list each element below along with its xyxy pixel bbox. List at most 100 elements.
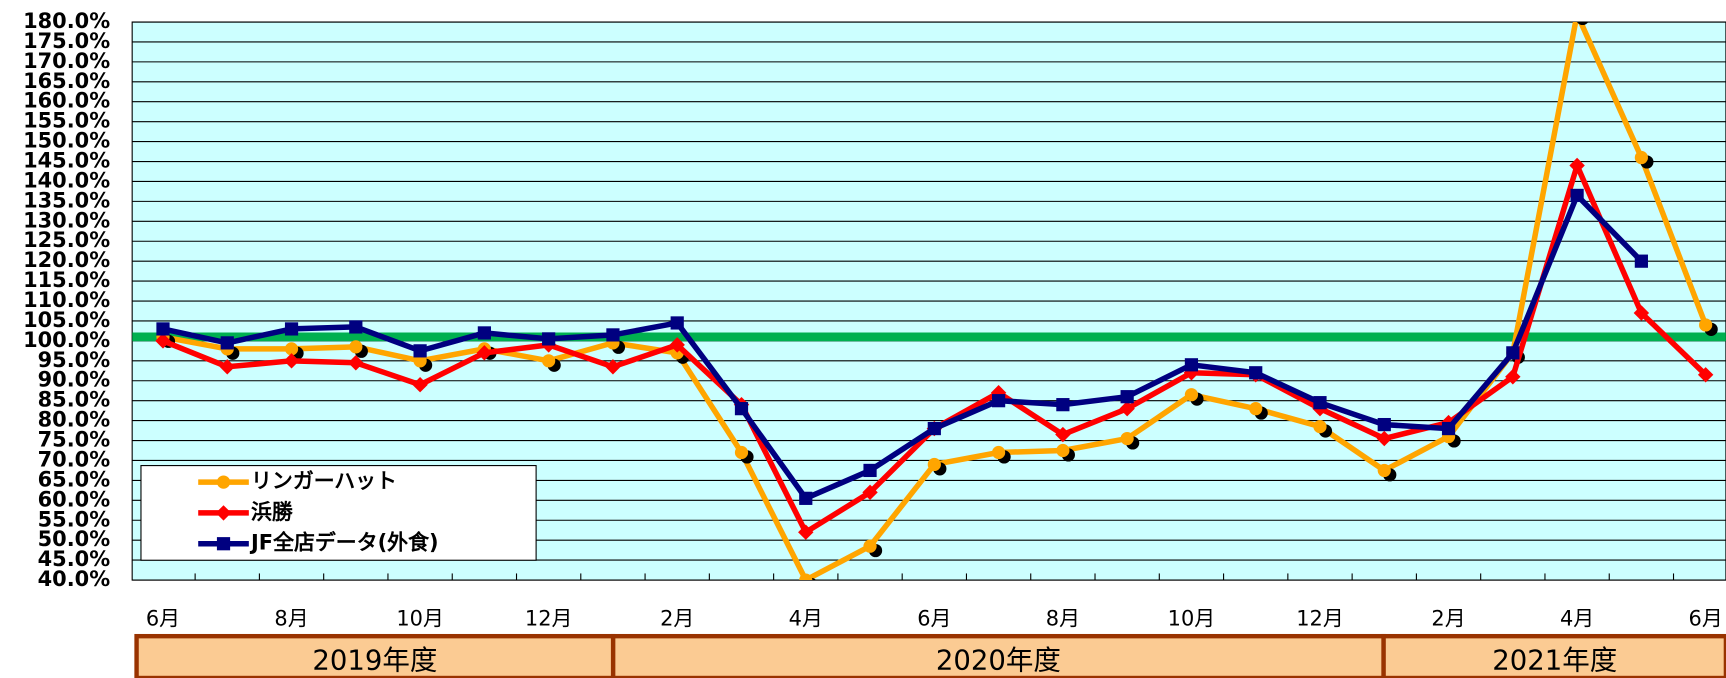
data-point — [798, 524, 814, 540]
data-point — [220, 336, 234, 350]
y-tick-label: 115.0% — [23, 268, 110, 292]
x-tick-label: 6月 — [1689, 607, 1723, 631]
fiscal-year-label: 2021年度 — [1492, 644, 1617, 676]
data-point — [542, 354, 556, 368]
data-point — [1184, 388, 1199, 402]
data-point — [284, 322, 299, 336]
data-point — [734, 445, 749, 460]
data-point — [1505, 369, 1521, 385]
y-tick-label: 90.0% — [38, 368, 111, 392]
data-point — [349, 320, 363, 334]
data-point — [1249, 366, 1263, 380]
data-point — [1377, 417, 1391, 432]
x-tick-label: 12月 — [525, 607, 573, 631]
y-tick-label: 65.0% — [38, 467, 111, 491]
data-point — [606, 328, 620, 342]
y-tick-label: 165.0% — [23, 69, 110, 93]
data-point — [799, 491, 813, 505]
fiscal-year-cell — [610, 633, 1386, 678]
data-point — [605, 359, 621, 375]
x-tick-label: 2月 — [1431, 607, 1465, 631]
fiscal-year-label: 2019年度 — [312, 644, 437, 676]
x-tick-label: 2月 — [660, 607, 694, 631]
legend-marker — [215, 505, 232, 521]
fiscal-year-cell — [134, 633, 616, 678]
data-point — [1120, 390, 1134, 404]
y-tick-label: 120.0% — [23, 248, 110, 272]
y-tick-label: 45.0% — [38, 547, 111, 571]
y-tick-label: 40.0% — [38, 567, 111, 591]
y-tick-label: 70.0% — [38, 447, 111, 471]
x-tick-label: 10月 — [1168, 607, 1216, 631]
data-point — [1633, 305, 1650, 321]
y-tick-label: 60.0% — [38, 487, 111, 511]
y-tick-label: 85.0% — [38, 388, 111, 412]
legend-marker — [216, 537, 231, 551]
data-point — [542, 332, 556, 346]
data-point — [1570, 188, 1584, 203]
x-tick-label: 4月 — [789, 607, 823, 631]
y-tick-label: 145.0% — [23, 149, 110, 173]
x-tick-label: 6月 — [146, 607, 180, 631]
data-point — [1313, 396, 1327, 410]
data-point — [1506, 346, 1520, 360]
y-tick-label: 135.0% — [23, 188, 110, 212]
y-tick-label: 95.0% — [38, 348, 111, 372]
legend-marker — [216, 475, 231, 489]
plot-series — [132, 7, 1726, 581]
y-tick-label: 170.0% — [23, 49, 110, 73]
data-point — [1634, 254, 1648, 268]
fiscal-year-label: 2020年度 — [936, 644, 1061, 676]
data-point — [991, 445, 1006, 460]
y-tick-label: 110.0% — [23, 288, 110, 312]
data-point — [669, 337, 685, 353]
x-tick-label: 8月 — [274, 607, 308, 631]
y-tick-label: 150.0% — [23, 129, 110, 153]
data-point — [863, 463, 877, 478]
x-tick-label: 4月 — [1560, 607, 1594, 631]
y-tick-label: 55.0% — [38, 507, 111, 531]
x-tick-label: 10月 — [396, 607, 444, 631]
x-tick-label: 8月 — [1046, 607, 1080, 631]
data-point — [413, 354, 427, 368]
legend-label: リンガーハット — [251, 469, 397, 493]
data-point — [734, 402, 749, 416]
y-tick-label: 160.0% — [23, 89, 110, 113]
y-tick-label: 175.0% — [23, 29, 110, 53]
data-point — [1056, 398, 1070, 412]
data-point — [927, 457, 941, 472]
data-point — [1697, 367, 1714, 383]
y-tick-label: 130.0% — [23, 208, 110, 232]
data-point — [799, 573, 813, 581]
y-tick-label: 100.0% — [23, 328, 110, 352]
y-tick-label: 155.0% — [23, 109, 110, 133]
data-point — [863, 539, 877, 553]
y-tick-label: 80.0% — [38, 408, 111, 432]
y-tick-label: 75.0% — [38, 428, 111, 452]
data-point — [670, 316, 684, 330]
y-tick-label: 50.0% — [38, 527, 111, 551]
data-point — [477, 326, 491, 340]
legend-label: JF全店データ(外食) — [249, 531, 439, 555]
data-point — [1056, 443, 1070, 458]
data-point — [1699, 318, 1713, 332]
marker-shadow — [1577, 22, 1589, 26]
data-point — [1570, 7, 1583, 20]
legend-label: 浜勝 — [251, 500, 294, 524]
data-point — [1441, 421, 1456, 436]
data-point — [1377, 463, 1391, 478]
y-tick-label: 125.0% — [23, 228, 110, 252]
data-point — [1120, 431, 1134, 446]
data-point — [219, 359, 235, 375]
x-tick-label: 6月 — [917, 607, 951, 631]
data-point — [284, 342, 299, 356]
data-point — [349, 340, 363, 354]
data-point — [927, 421, 941, 436]
y-tick-label: 105.0% — [23, 308, 110, 332]
data-point — [413, 344, 427, 358]
data-point — [348, 355, 364, 371]
y-tick-label: 140.0% — [23, 168, 110, 192]
y-tick-label: 180.0% — [23, 9, 110, 33]
data-point — [991, 394, 1006, 408]
